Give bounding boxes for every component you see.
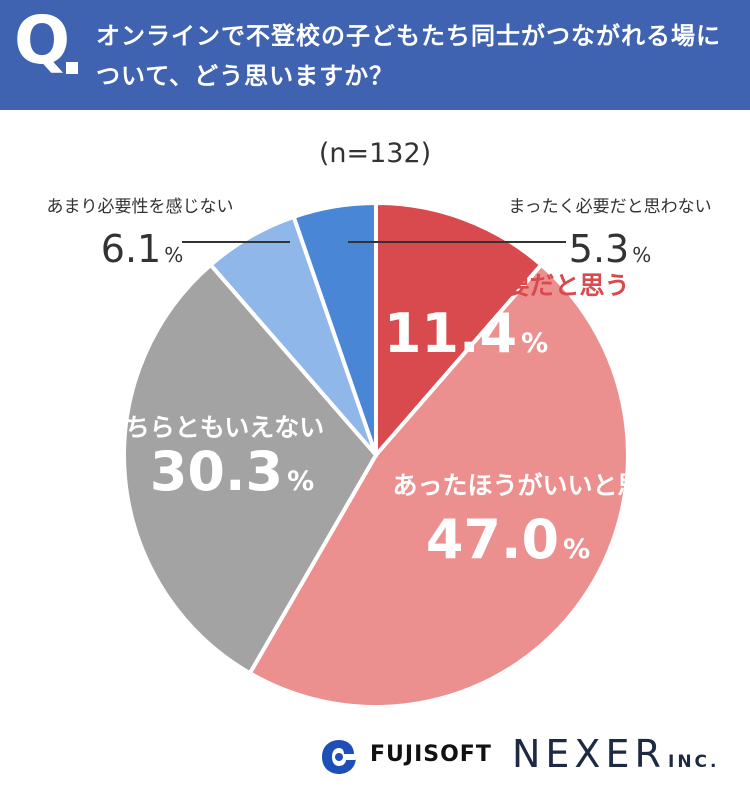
nexer-inc-text: INC. (668, 752, 720, 772)
nexer-logo-text: NEXER (512, 732, 666, 776)
fujisoft-logo-text: FUJISOFT (370, 742, 492, 767)
slice-value: 5.3% (569, 227, 651, 271)
slice-label: どちらともいえない (100, 413, 325, 442)
pie-slice (291, 201, 378, 457)
pie-slice (122, 262, 378, 676)
sample-size: (n=132) (318, 138, 432, 169)
footer-logos: FUJISOFT NEXER INC. (300, 728, 740, 788)
question-header: Q オンラインで不登校の子どもたち同士がつながれる場について、どう思いますか？ (0, 0, 750, 110)
slice-label: とても必要だと思う (406, 271, 629, 300)
slice-value: 30.3% (150, 440, 314, 503)
slice-label: あまり必要性を感じない (47, 197, 234, 217)
pie-slice (247, 262, 630, 709)
slice-label: あったほうがいいと思う (392, 471, 667, 500)
slice-value: 47.0% (426, 508, 590, 571)
slice-value: 6.1% (101, 227, 183, 271)
pie-slice (374, 201, 544, 457)
question-text: オンラインで不登校の子どもたち同士がつながれる場について、どう思いますか？ (96, 22, 721, 90)
slice-label: まったく必要だと思わない (508, 197, 711, 217)
fujisoft-logo-icon (322, 740, 356, 774)
q-dot (66, 62, 78, 74)
slice-value: 11.4% (384, 302, 548, 365)
q-mark: Q (14, 2, 71, 79)
